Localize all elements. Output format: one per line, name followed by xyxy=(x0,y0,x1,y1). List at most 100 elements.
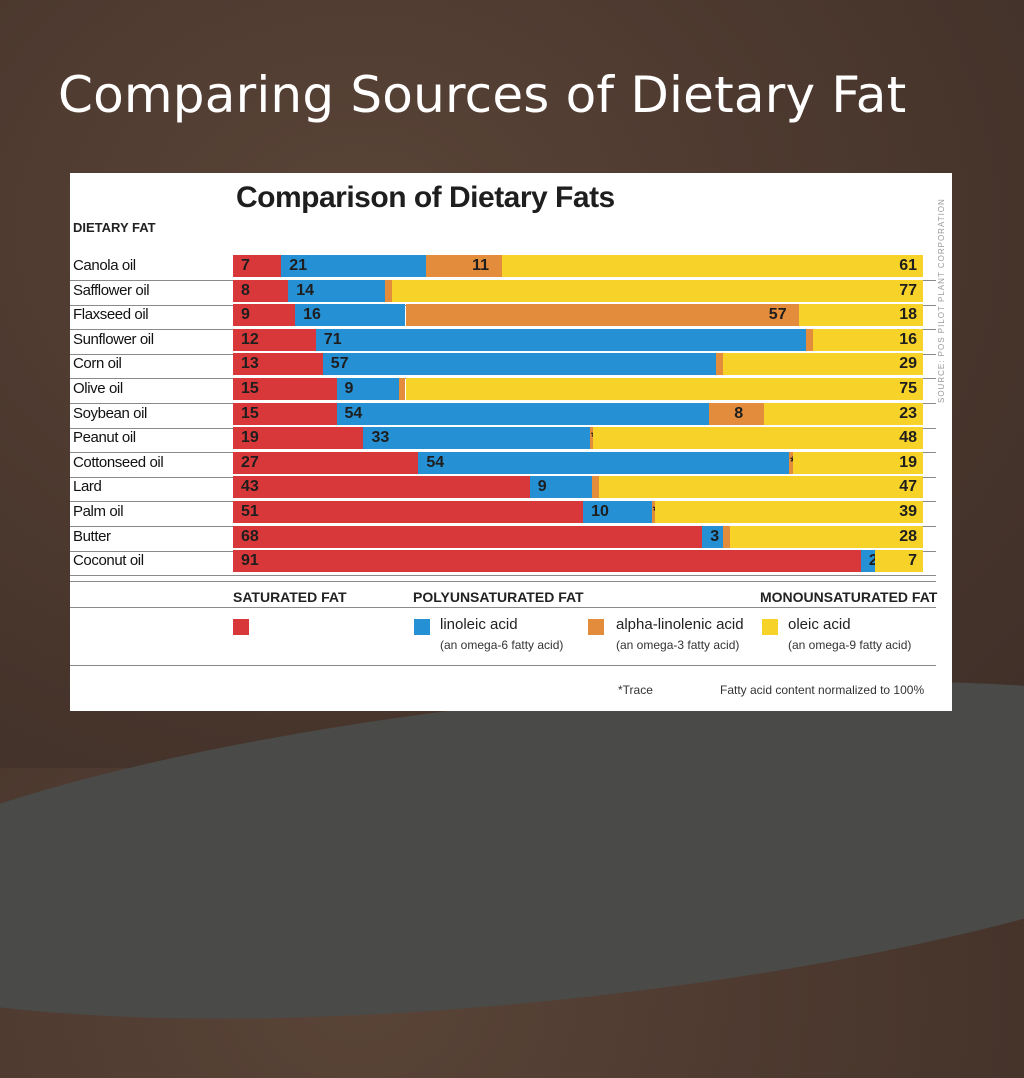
data-label: 54 xyxy=(344,404,363,422)
legend-group-monounsaturated: MONOUNSATURATED FAT xyxy=(760,589,938,605)
bar-segment-alpha_linolenic xyxy=(405,304,799,327)
data-label: 7 xyxy=(908,552,917,570)
bar-segment-linoleic xyxy=(363,427,590,450)
data-label: 10 xyxy=(591,503,609,520)
data-label: 13 xyxy=(241,355,259,373)
bar-segment-oleic xyxy=(502,255,923,277)
legend-swatch-linoleic xyxy=(414,619,430,635)
data-label: 9 xyxy=(537,478,547,496)
data-label: 12 xyxy=(241,330,259,348)
bar-segment-saturated xyxy=(233,304,296,327)
data-label: 14 xyxy=(296,281,314,299)
bar-segment-alpha_linolenic xyxy=(716,353,723,376)
legend-swatch-saturated xyxy=(233,619,249,635)
bar-row: Flaxseed oil 9 16 57 18 xyxy=(70,304,936,331)
chart-title: Comparison of Dietary Fats xyxy=(236,181,615,214)
legend-swatch-oleic xyxy=(762,619,778,635)
data-label: 3 xyxy=(710,527,720,545)
bar-segment-saturated xyxy=(233,378,337,400)
bar-segment-oleic xyxy=(405,378,923,400)
bar-segment-alpha_linolenic xyxy=(426,255,503,277)
data-label: 16 xyxy=(303,306,321,324)
bar-segment-oleic xyxy=(593,427,923,450)
category-label: Flaxseed oil xyxy=(73,306,149,324)
data-label: 47 xyxy=(899,478,917,496)
data-label: 16 xyxy=(899,330,917,348)
data-label: 21 xyxy=(289,257,308,274)
bar-segment-saturated xyxy=(233,402,337,425)
data-label: 71 xyxy=(323,330,342,348)
bar-segment-linoleic xyxy=(860,550,875,573)
legend-sub-oleic: (an omega-9 fatty acid) xyxy=(788,638,912,652)
bar-segment-saturated xyxy=(233,476,530,499)
legend-sub-linoleic: (an omega-6 fatty acid) xyxy=(440,638,564,652)
data-label: 2 xyxy=(868,552,878,570)
chart-panel: Comparison of Dietary Fats DIETARY FAT C… xyxy=(70,173,952,711)
stacked-bar: 1271116 xyxy=(233,328,923,351)
legend-top-rule xyxy=(70,581,936,582)
bar-segment-oleic xyxy=(598,476,923,499)
legend-group-polyunsaturated: POLYUNSATURATED FAT xyxy=(413,589,584,605)
bar-segment-alpha_linolenic xyxy=(591,476,599,499)
bar-row: Corn oil1357129 xyxy=(70,353,936,380)
data-label: 68 xyxy=(241,527,259,545)
category-label: Canola oil xyxy=(73,257,136,274)
bar-segment-saturated xyxy=(233,550,861,573)
legend-label-oleic: oleic acid xyxy=(788,616,851,633)
category-label: Cottonseed oil xyxy=(73,453,164,471)
bar-segment-linoleic xyxy=(295,304,406,327)
data-label: 8 xyxy=(241,281,250,299)
row-divider xyxy=(70,575,936,577)
data-label: 15 xyxy=(241,404,259,422)
data-label: 9 xyxy=(344,380,354,397)
bar-segment-alpha_linolenic xyxy=(398,378,406,400)
data-label: 39 xyxy=(899,503,917,520)
stacked-bar: 683128 xyxy=(233,525,923,548)
data-label: 43 xyxy=(241,478,259,496)
category-label: Lard xyxy=(73,478,102,496)
stacked-bar: 15 54 8 23 xyxy=(233,402,923,425)
bar-row: Coconut oil 91 2 7 xyxy=(70,550,936,577)
bar-segment-oleic xyxy=(792,451,923,474)
legend-bottom-rule xyxy=(70,665,936,666)
data-label: 7 xyxy=(241,257,250,274)
data-label: 77 xyxy=(899,281,917,299)
bar-segment-linoleic xyxy=(315,328,806,351)
data-label: 23 xyxy=(899,404,917,422)
bar-row: Canola oil 7 21 11 61 xyxy=(70,255,936,281)
data-label: 57 xyxy=(330,355,349,373)
bar-segment-linoleic xyxy=(529,476,592,499)
bar-segment-saturated xyxy=(233,451,419,474)
data-label: 19 xyxy=(241,429,259,447)
data-label: 11 xyxy=(472,257,490,274)
category-label: Soybean oil xyxy=(73,404,147,422)
bar-segment-saturated xyxy=(233,279,289,302)
bar-segment-linoleic xyxy=(322,353,716,376)
bar-row: Olive oil159175 xyxy=(70,378,936,404)
bar-segment-saturated xyxy=(233,427,364,450)
legend-label-alpha-linolenic: alpha-linolenic acid xyxy=(616,616,744,633)
bar-segment-linoleic xyxy=(281,255,427,277)
category-label: Coconut oil xyxy=(73,552,144,570)
data-label: 8 xyxy=(734,404,744,422)
data-label: 51 xyxy=(241,503,259,520)
data-label: 33 xyxy=(371,429,390,447)
bar-segment-alpha_linolenic xyxy=(590,427,594,450)
stacked-bar: 814177 xyxy=(233,279,923,302)
category-label: Safflower oil xyxy=(73,281,150,299)
bar-segment-linoleic xyxy=(702,525,723,548)
slide-title: Comparing Sources of Dietary Fat xyxy=(58,66,907,124)
category-label: Corn oil xyxy=(73,355,122,373)
data-label: 9 xyxy=(241,306,250,324)
bar-row: Butter683128 xyxy=(70,525,936,552)
legend-swatch-alpha-linolenic xyxy=(588,619,604,635)
source-credit: SOURCE: POS PILOT PLANT CORPORATION xyxy=(937,198,946,403)
bar-segment-linoleic xyxy=(336,402,710,425)
bar-row: Lard439147 xyxy=(70,476,936,503)
stacked-bar: 7 21 11 61 xyxy=(233,255,923,277)
data-label: 29 xyxy=(899,355,917,373)
